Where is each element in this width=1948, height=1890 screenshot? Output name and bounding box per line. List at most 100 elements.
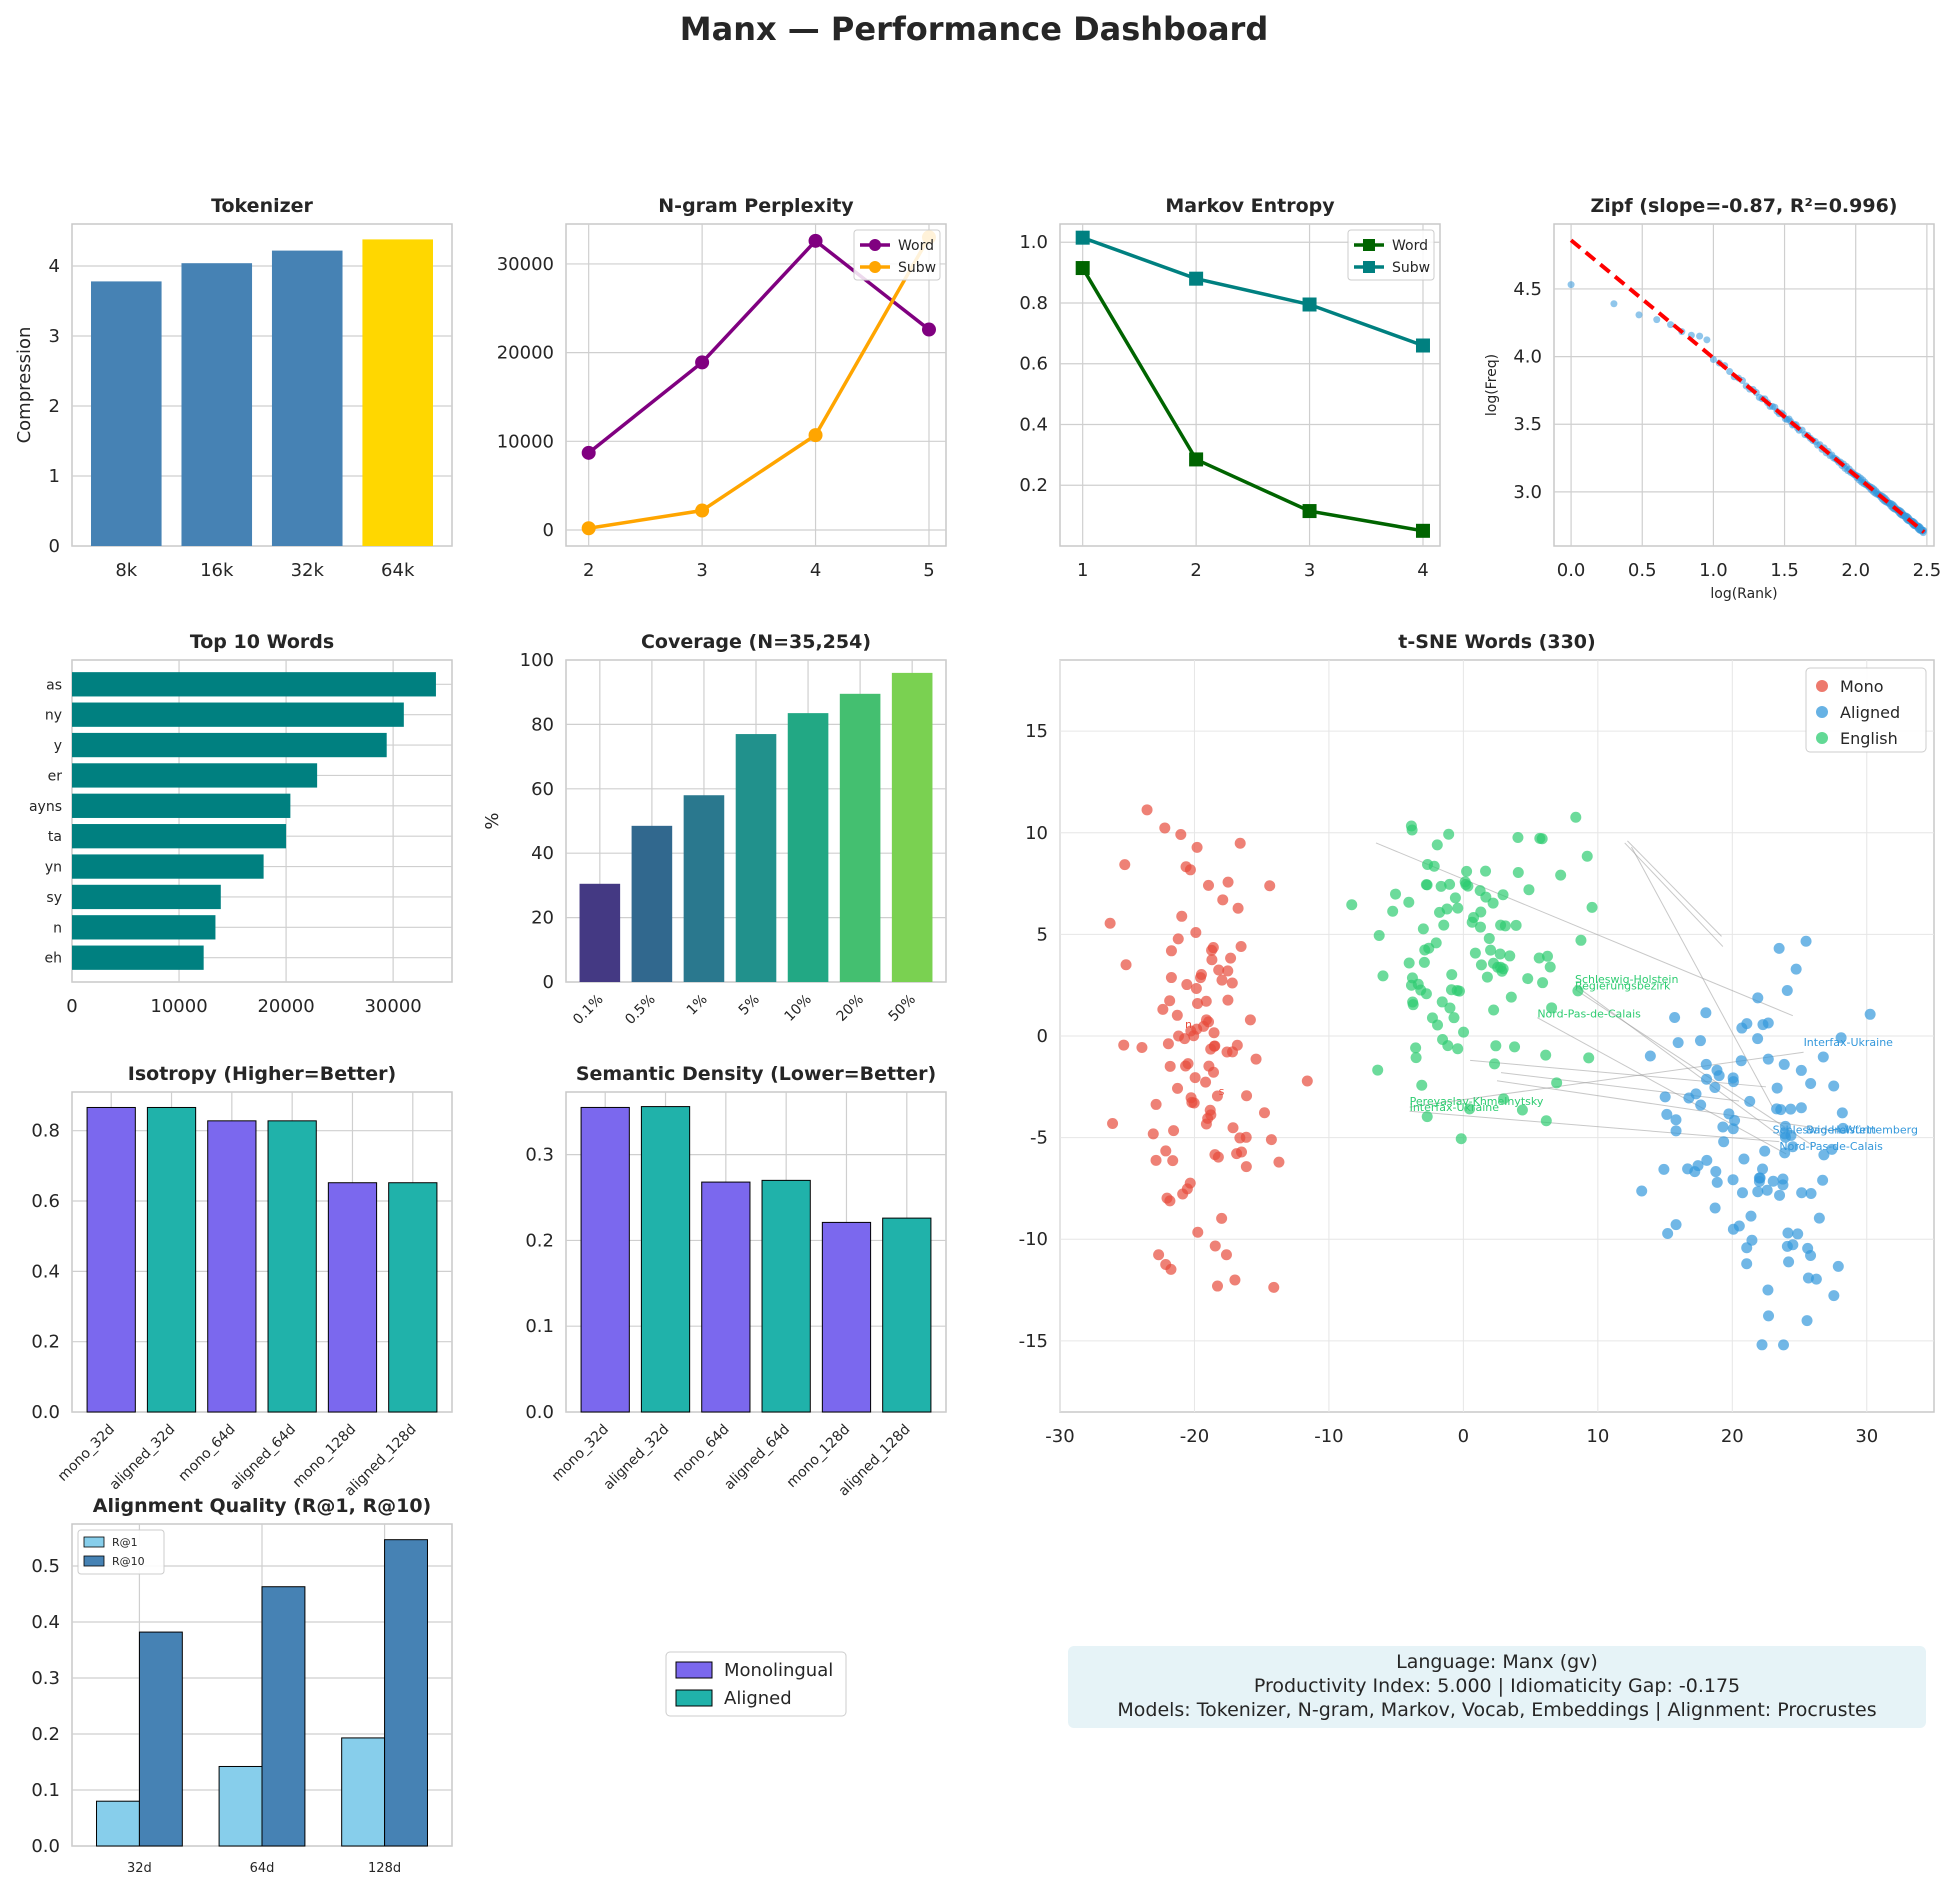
tsne-point-mono [1250, 1053, 1262, 1065]
tsne-point-mono [1165, 945, 1177, 957]
tsne-point-mono [1164, 1195, 1176, 1207]
y-tick-label: 0 [1037, 1026, 1048, 1047]
tsne-point-mono [1222, 876, 1234, 888]
y-tick-label: 0.0 [31, 1836, 60, 1857]
y-tick-label: 0 [543, 972, 554, 993]
tsne-point-aligned [1689, 1166, 1701, 1178]
y-tick-label: 0.2 [525, 1230, 554, 1251]
legend-swatch [83, 1555, 105, 1567]
x-tick-label: 20 [1721, 1426, 1744, 1447]
tsne-point-mono [1159, 822, 1171, 834]
tsne-point-english [1407, 996, 1419, 1008]
tsne-point-english [1510, 919, 1522, 931]
bar-aligned_64d [267, 1120, 317, 1413]
tsne-point-mono [1209, 1040, 1221, 1052]
tsne-point-aligned [1864, 1008, 1876, 1020]
x-tick-label: 4 [810, 560, 821, 581]
top10-title: Top 10 Words [190, 631, 334, 653]
tsne-point-mono [1301, 1075, 1313, 1087]
tsne-point-aligned [1718, 1136, 1730, 1148]
tsne-point-mono [1172, 933, 1184, 945]
tsne-word-label: Regierungsbezirk [1575, 979, 1671, 992]
tsne-point-mono [1202, 879, 1214, 891]
tsne-point-mono [1190, 982, 1202, 994]
tsne-point-aligned [1790, 963, 1802, 975]
y-tick-label: 20000 [497, 343, 554, 364]
info-box: Language: Manx (gv)Productivity Index: 5… [1068, 1646, 1926, 1728]
tsne-point-mono [1189, 1072, 1201, 1084]
tsne-point-mono [1273, 1156, 1285, 1168]
tsne-point-english [1555, 869, 1567, 881]
tsne-word-label: Schleswig-Holstein [1773, 1124, 1876, 1137]
tsne-point-english [1536, 833, 1548, 845]
tsne-word-label: Interfax-Ukraine [1410, 1101, 1500, 1114]
tsne-point-mono [1185, 1025, 1197, 1037]
tsne-point-aligned [1700, 1007, 1712, 1019]
tsne-point-aligned [1727, 1174, 1739, 1186]
y-tick-label: 60 [531, 779, 554, 800]
y-tick-label: -5 [1030, 1128, 1048, 1149]
bar-aligned_32d [146, 1106, 197, 1413]
bar-R@10-128d [384, 1539, 428, 1847]
y-tick-label: 0.4 [31, 1612, 60, 1633]
legend-swatch [83, 1536, 105, 1548]
point-Word [1075, 261, 1090, 276]
alignment-link [1375, 842, 1794, 1017]
isotropy-panel: 0.00.20.40.60.8mono_32daligned_32dmono_6… [31, 1063, 453, 1499]
tsne-point-english [1455, 1133, 1467, 1145]
x-axis-label: log(Rank) [1710, 586, 1777, 602]
bar-R@10-32d [138, 1631, 183, 1847]
bar-ta [72, 824, 287, 849]
x-tick-label: 2.5 [1913, 560, 1942, 581]
point-Word [695, 355, 710, 370]
tsne-point-aligned [1717, 1121, 1729, 1133]
tsne-point-english [1464, 1103, 1476, 1115]
y-tick-label: sy [46, 890, 62, 906]
tsne-point-mono [1167, 1155, 1179, 1167]
tsne-point-english [1431, 839, 1443, 851]
tsne-point-aligned [1659, 1091, 1671, 1103]
legend-marker [1363, 239, 1375, 251]
x-tick-label: 8k [115, 560, 137, 581]
tsne-point-mono [1244, 1014, 1256, 1026]
bar-mono_32d [86, 1106, 136, 1413]
bar-aligned_128d [882, 1217, 932, 1413]
bar-mono_32d [580, 1106, 630, 1413]
tsne-point-mono [1181, 979, 1193, 991]
tsne-word-label: Baden-Württemberg [1806, 1124, 1918, 1137]
y-tick-label: 0.5 [31, 1556, 60, 1577]
y-tick-label: 100 [520, 650, 554, 671]
point-Subw [1075, 230, 1090, 245]
tsne-point-mono [1188, 1097, 1200, 1109]
y-tick-label: 10 [1025, 823, 1048, 844]
x-tick-label: 16k [200, 560, 234, 581]
tsne-point-english [1460, 878, 1472, 890]
x-tick-label: 0 [1458, 1426, 1469, 1447]
legend-label: English [1840, 729, 1898, 748]
tsne-point-mono [1241, 1090, 1253, 1102]
x-tick-label: 64k [381, 560, 415, 581]
tsne-point-english [1444, 878, 1456, 890]
x-tick-label: 2 [1190, 560, 1201, 581]
tsne-point-mono [1205, 1109, 1217, 1121]
bar-yn [72, 854, 264, 879]
y-tick-label: 3.0 [1513, 482, 1542, 503]
point-Subw [1189, 271, 1204, 286]
tsne-point-mono [1234, 1132, 1246, 1144]
tsne-point-aligned [1763, 1310, 1775, 1322]
alignment-link [1409, 1110, 1780, 1143]
tsne-point-english [1475, 959, 1487, 971]
alignment-link [1574, 984, 1780, 1136]
tsne-point-aligned [1779, 1120, 1791, 1132]
tsne-point-mono [1180, 861, 1192, 873]
x-tick-label: 1 [1077, 560, 1088, 581]
y-axis-label: log(Freq) [1484, 354, 1500, 416]
tsne-point-english [1442, 1040, 1454, 1052]
tsne-point-english [1405, 820, 1417, 832]
fit-line [1569, 238, 1926, 534]
tsne-point-english [1551, 1077, 1563, 1089]
tsne-point-mono [1120, 959, 1132, 971]
tsne-point-mono [1220, 1249, 1232, 1261]
y-tick-label: 4.5 [1513, 279, 1542, 300]
tsne-point-aligned [1729, 1115, 1741, 1127]
